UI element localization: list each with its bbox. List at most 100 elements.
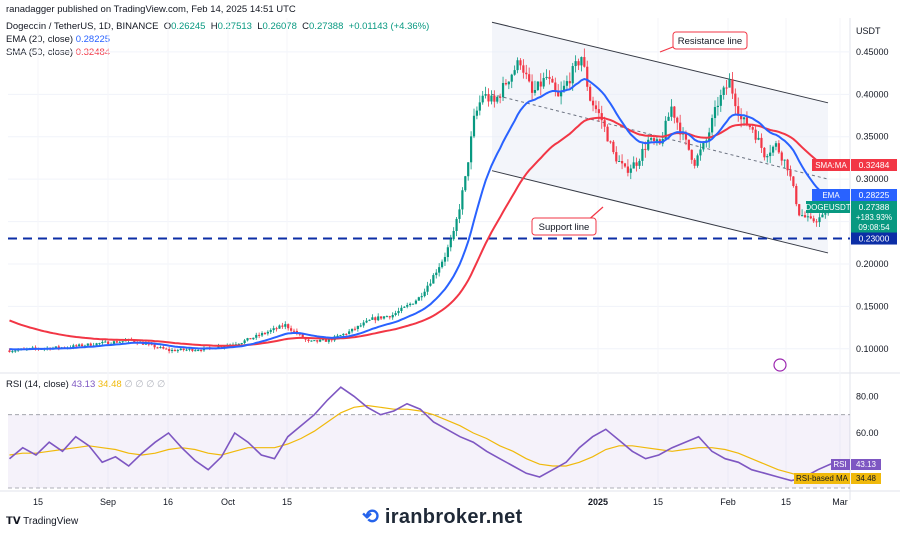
candle-body (243, 340, 246, 344)
sma-legend[interactable]: SMA (50, close) 0.32484 (6, 47, 110, 58)
candle-body (803, 215, 807, 218)
price-tick-label: 0.20000 (856, 259, 889, 269)
candle-body (603, 120, 606, 127)
ema-value: 0.28225 (75, 34, 111, 45)
ema-tag-value-box (851, 189, 897, 201)
candle-body (812, 218, 815, 222)
candle-body (388, 316, 391, 318)
candle-body (165, 348, 168, 350)
candle-body (766, 156, 769, 158)
candle-body (281, 325, 284, 327)
candle-body (702, 142, 705, 150)
sma-tag-name: SMA:MA (815, 161, 847, 170)
ema-legend[interactable]: EMA (20, close) 0.28225 (6, 34, 110, 45)
rsi-tag-value: 43.13 (856, 460, 877, 469)
candle-body (278, 325, 281, 329)
sma-value: 0.32484 (75, 47, 111, 58)
candle-body (272, 328, 275, 331)
sma-label: SMA (50, close) (6, 47, 74, 58)
channel-midline (491, 93, 829, 180)
candle-body (446, 247, 449, 258)
sma-tag-value-box (851, 159, 897, 171)
candle-body (496, 96, 499, 102)
candle-body (821, 214, 824, 218)
candle-body (385, 316, 389, 318)
candle-body (397, 310, 400, 314)
candle-body (414, 300, 418, 304)
candle-body (115, 341, 118, 343)
candle-body (783, 159, 786, 161)
candle-body (101, 341, 104, 344)
candle-body (664, 120, 667, 139)
support-level-tag-value-box (851, 232, 897, 245)
candle-body (699, 149, 702, 156)
candle-body (78, 344, 81, 347)
candle-body (652, 138, 656, 142)
candle-body (240, 343, 243, 345)
candle-body (591, 100, 595, 106)
candle-body (542, 78, 545, 87)
rsi-value: 43.13 (71, 379, 96, 390)
sma-tag-value: 0.32484 (859, 160, 890, 170)
candle-body (185, 349, 188, 351)
candle-body (644, 148, 647, 150)
close-value: 0.27388 (309, 21, 344, 32)
symbol-ohlc-line[interactable]: Dogecoin / TetherUS, 1D, BINANCE O0.2624… (6, 21, 429, 32)
candle-body (461, 190, 464, 210)
candle-body (824, 213, 827, 215)
candle-body (815, 221, 818, 223)
candle-body (478, 102, 481, 111)
candle-body (673, 106, 676, 118)
candle-body (742, 117, 746, 120)
symbol-tag-value: 0.27388 (859, 202, 890, 212)
candle-body (284, 324, 287, 327)
candle-body (800, 215, 804, 217)
price-tick-label: 0.15000 (856, 301, 889, 311)
candle-body (792, 176, 795, 187)
ema-label: EMA (20, close) (6, 34, 74, 45)
symbol-tag-value-box (851, 201, 897, 233)
symbol-tag-name: DOGEUSDT (805, 203, 850, 212)
change-value: +0.01143 (+4.36%) (348, 21, 430, 32)
candle-body (623, 163, 627, 167)
rsi-legend[interactable]: RSI (14, close) 43.13 34.48 ∅ ∅ ∅ ∅ (6, 379, 165, 390)
candle-body (14, 350, 17, 352)
candle-body (516, 60, 519, 71)
candle-body (690, 149, 693, 160)
candle-body (786, 159, 789, 171)
candle-body (519, 60, 522, 66)
candle-body (417, 297, 420, 301)
candle-body (379, 316, 383, 319)
candle-body (449, 239, 452, 248)
time-tick-label: 15 (282, 497, 292, 507)
candle-body (162, 346, 165, 349)
candle-body (687, 139, 690, 150)
candle-body (684, 132, 688, 140)
price-tick-label: 0.45000 (856, 47, 889, 57)
sma-tag-name-box (812, 159, 850, 171)
rsi-tag-value-box (851, 459, 881, 470)
candle-body (118, 341, 121, 343)
candle-body (197, 349, 200, 351)
candle-body (252, 337, 255, 340)
candle-body (757, 137, 760, 140)
symbol-name[interactable]: Dogecoin / TetherUS, 1D, BINANCE (6, 21, 159, 32)
candle-body (606, 126, 609, 142)
candle-body (121, 341, 124, 343)
candle-body (89, 343, 92, 346)
candle-body (533, 89, 537, 93)
candle-body (80, 344, 84, 347)
tradingview-logo[interactable]: 𝗧𝗩 TradingView (6, 516, 79, 527)
time-tick-label: Mar (832, 497, 848, 507)
open-value: 0.26245 (171, 21, 206, 32)
candle-body (751, 127, 754, 130)
candle-body (777, 143, 780, 153)
price-tick-label: 0.40000 (856, 89, 889, 99)
candle-body (464, 176, 467, 191)
candle-body (176, 350, 179, 352)
currency-label[interactable]: USDT (856, 26, 881, 36)
candle-body (194, 350, 197, 352)
candle-body (258, 334, 261, 336)
candle-body (359, 325, 362, 327)
